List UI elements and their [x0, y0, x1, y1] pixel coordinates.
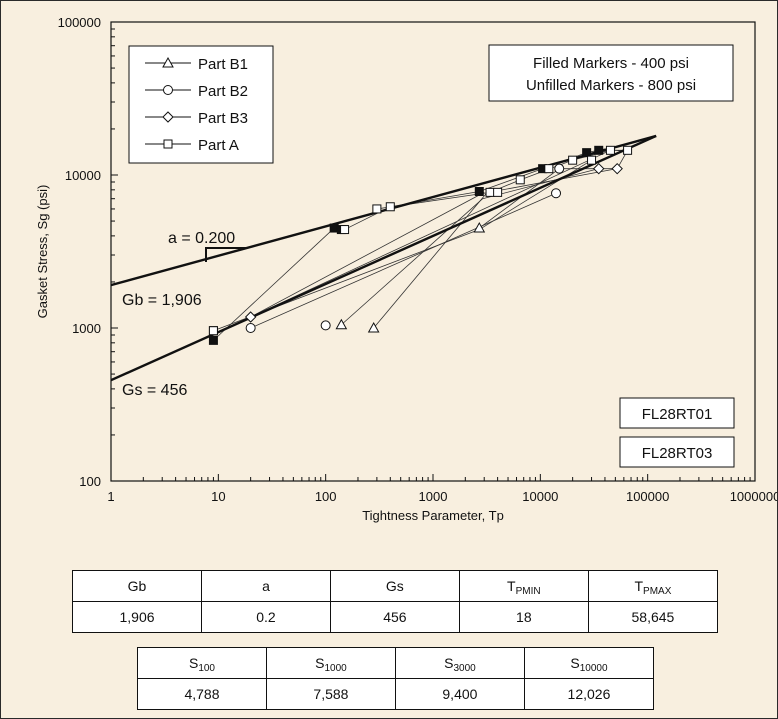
table-cell: 456: [329, 601, 460, 633]
y-tick-label: 100000: [58, 15, 101, 30]
table-header-cell: S1000: [265, 647, 396, 679]
table-header-row: Gb a Gs TPMIN TPMAX: [71, 570, 719, 602]
table-cell: 12,026: [523, 678, 655, 710]
x-tick-label: 100: [315, 489, 337, 504]
x-tick-label: 10: [211, 489, 225, 504]
table-cell: 4,788: [137, 678, 267, 710]
square-marker: [163, 139, 173, 149]
triangle-marker: [335, 318, 348, 330]
gs-annotation: Gs = 456: [122, 382, 187, 399]
table-header-cell: Gs: [329, 570, 460, 602]
square-marker: [515, 175, 525, 185]
id-box: [619, 436, 735, 468]
square-marker: [568, 155, 578, 165]
data-curve: [250, 192, 485, 318]
table-header-cell: TPMAX: [587, 570, 719, 602]
parameters-table: Gb a Gs TPMIN TPMAX 1,906 0.2 456 18 58,…: [71, 570, 719, 633]
data-curve: [373, 192, 488, 329]
diamond-marker: [593, 162, 605, 175]
y-tick-label: 1000: [72, 321, 101, 336]
fit-line-gs: [111, 134, 657, 382]
data-curve: [488, 168, 618, 193]
table-header-cell: a: [201, 570, 331, 602]
circle-marker: [554, 163, 565, 174]
id-box-label: FL28RT01: [642, 406, 713, 423]
plot-content: [111, 134, 657, 382]
table-cell: 18: [458, 601, 589, 633]
id-box: [619, 397, 735, 429]
diamond-marker: [162, 111, 174, 123]
table-cell: 58,645: [587, 601, 719, 633]
square-marker: [493, 187, 503, 197]
square-marker: [605, 145, 615, 155]
square-marker: [485, 187, 495, 197]
square-marker: [594, 145, 604, 155]
legend-label: Part A: [198, 137, 239, 154]
table-cell: 9,400: [394, 678, 525, 710]
data-curve: [250, 192, 557, 329]
x-axis-label: Tightness Parameter, Tp: [362, 508, 504, 523]
legend-label: Part B1: [198, 56, 248, 73]
axis-ticks: [110, 21, 756, 482]
square-marker: [208, 335, 218, 345]
table-header-cell: TPMIN: [458, 570, 589, 602]
square-marker: [474, 187, 484, 197]
circle-marker: [163, 85, 173, 95]
square-marker: [208, 326, 218, 336]
square-marker: [372, 204, 382, 214]
table-cell: 1,906: [71, 601, 203, 633]
table-header-cell: Gb: [71, 570, 203, 602]
data-curve: [213, 227, 335, 341]
note-text: Filled Markers - 400 psi: [533, 55, 689, 72]
table-header-row: S100 S1000 S3000 S10000: [137, 647, 655, 679]
legend-label: Part B3: [198, 110, 248, 127]
gb-annotation: Gb = 1,906: [122, 292, 202, 309]
square-marker: [582, 148, 592, 158]
slope-indicator: [205, 247, 246, 262]
slope-annotation: a = 0.200: [168, 230, 235, 247]
fit-line-gb: [111, 134, 657, 287]
data-curve: [341, 198, 483, 326]
table-cell: 0.2: [201, 601, 331, 633]
table-header-cell: S10000: [523, 647, 655, 679]
circle-marker: [320, 320, 331, 331]
square-marker: [623, 145, 633, 155]
chart: 1 10 100 1000 10000 100000 1000000 100 1000 10000…: [35, 15, 777, 523]
note-box: [488, 44, 734, 102]
x-tick-label: 1000000: [730, 489, 777, 504]
diamond-marker: [244, 311, 257, 323]
table-row: 4,788 7,588 9,400 12,026: [137, 678, 655, 710]
y-axis-label: Gasket Stress, Sg (psi): [35, 185, 50, 319]
y-tick-label: 10000: [65, 168, 101, 183]
square-marker: [544, 164, 554, 174]
stress-table: S100 S1000 S3000 S10000 4,788 7,588 9,40…: [137, 647, 655, 710]
x-tick-label: 10000: [522, 489, 558, 504]
data-curve: [250, 149, 611, 318]
table-cell: 7,588: [265, 678, 396, 710]
triangle-marker: [473, 222, 486, 233]
legend-label: Part B2: [198, 83, 248, 100]
triangle-marker: [162, 56, 174, 68]
plot-border: [110, 21, 756, 482]
circle-marker: [551, 188, 562, 199]
square-marker: [340, 225, 350, 235]
x-tick-label: 100000: [626, 489, 669, 504]
data-curve: [479, 159, 592, 230]
table-header-cell: S100: [137, 647, 267, 679]
note-text: Unfilled Markers - 800 psi: [526, 77, 696, 94]
triangle-marker: [367, 321, 380, 333]
square-marker: [385, 202, 395, 212]
diamond-marker: [611, 162, 623, 175]
x-tick-label: 1: [107, 489, 114, 504]
square-marker: [587, 155, 597, 165]
circle-marker: [245, 323, 256, 333]
x-tick-label: 1000: [419, 489, 448, 504]
table-header-cell: S3000: [394, 647, 525, 679]
y-tick-label: 100: [79, 474, 101, 489]
id-box-label: FL28RT03: [642, 445, 713, 462]
table-row: 1,906 0.2 456 18 58,645: [71, 601, 719, 633]
